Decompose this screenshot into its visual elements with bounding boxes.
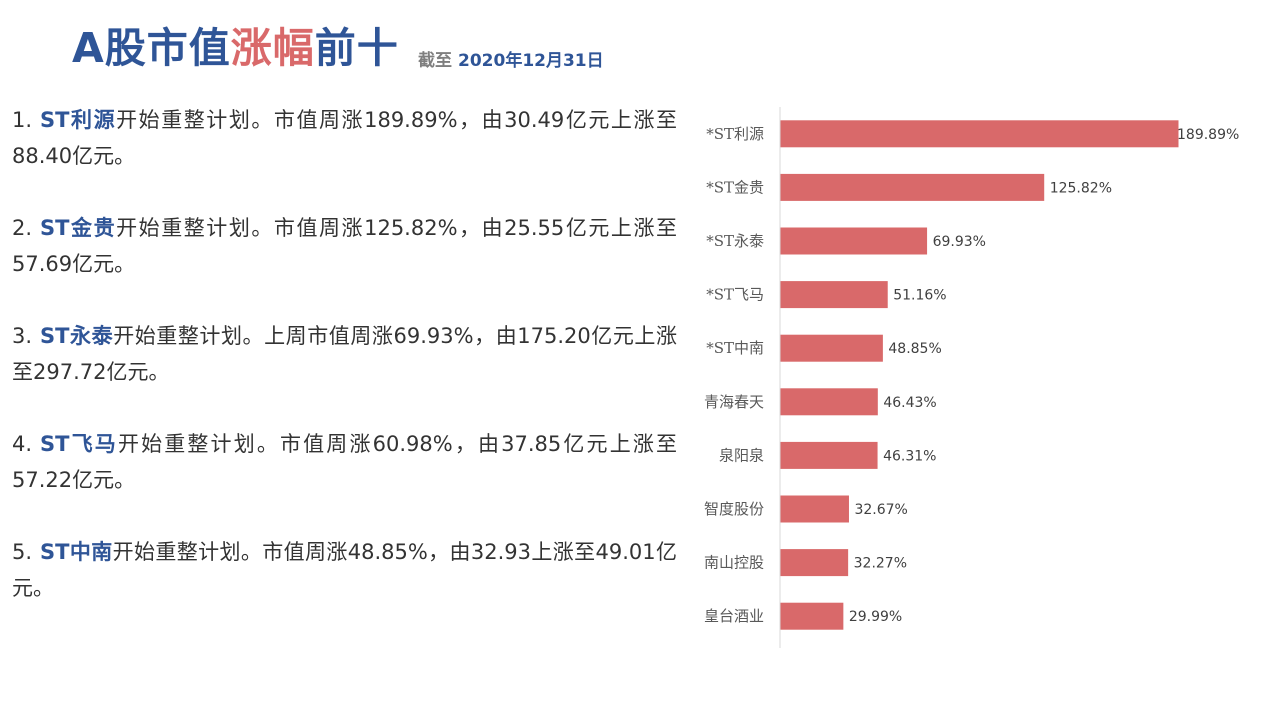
note-number: 1.: [12, 108, 33, 132]
category-label: 泉阳泉: [719, 446, 764, 464]
note-text: 开始重整计划。市值周涨60.98%，由37.85亿元上涨至57.22亿元。: [12, 432, 677, 492]
note-stock-name: ST永泰: [40, 324, 114, 348]
data-label: 125.82%: [1050, 180, 1112, 196]
data-label: 46.43%: [883, 395, 936, 411]
data-label: 189.89%: [1177, 127, 1239, 143]
data-label: 32.67%: [854, 502, 907, 518]
category-label: 智度股份: [704, 500, 764, 518]
data-label: 32.27%: [854, 556, 907, 572]
note-item: 2. ST金贵开始重整计划。市值周涨125.82%，由25.55亿元上涨至57.6…: [12, 210, 677, 282]
data-label: 69.93%: [933, 234, 986, 250]
note-stock-name: ST金贵: [40, 216, 117, 240]
data-label: 29.99%: [849, 609, 902, 625]
note-number: 3.: [12, 324, 33, 348]
bar: [780, 227, 928, 255]
note-text: 开始重整计划。上周市值周涨69.93%，由175.20亿元上涨至297.72亿元…: [12, 324, 677, 384]
bar: [780, 120, 1179, 148]
title-suffix: 前十: [314, 24, 399, 72]
data-label: 48.85%: [888, 341, 941, 357]
bar: [780, 388, 878, 416]
bar: [780, 441, 878, 469]
note-stock-name: ST飞马: [40, 432, 118, 456]
note-number: 5.: [12, 540, 33, 564]
note-number: 2.: [12, 216, 33, 240]
bar: [780, 495, 849, 523]
note-number: 4.: [12, 432, 33, 456]
category-label: *ST飞马: [706, 286, 764, 304]
notes-list: 1. ST利源开始重整计划。市值周涨189.89%，由30.49亿元上涨至88.4…: [12, 102, 677, 642]
bar-chart: *ST利源 189.89% *ST金贵 125.82% *ST永泰 69.93% *ST飞马…: [704, 107, 1239, 648]
note-item: 1. ST利源开始重整计划。市值周涨189.89%，由30.49亿元上涨至88.4…: [12, 102, 677, 174]
note-item: 5. ST中南开始重整计划。市值周涨48.85%，由32.93上涨至49.01亿元…: [12, 534, 677, 606]
bar: [780, 549, 849, 577]
as-of-date: 截至 2020年12月31日: [418, 46, 604, 71]
title-highlight: 涨幅: [230, 24, 315, 72]
page-title: A股市值涨幅前十: [72, 14, 399, 74]
data-label: 46.31%: [883, 448, 936, 464]
note-item: 4. ST飞马开始重整计划。市值周涨60.98%，由37.85亿元上涨至57.22…: [12, 426, 677, 498]
as-of-prefix: 截至: [418, 51, 452, 71]
bar: [780, 334, 883, 362]
bar: [780, 281, 888, 309]
category-label: 青海春天: [704, 393, 764, 411]
note-stock-name: ST中南: [40, 540, 113, 564]
category-label: *ST永泰: [706, 232, 764, 250]
note-stock-name: ST利源: [40, 108, 117, 132]
data-label: 51.16%: [893, 288, 946, 304]
title-prefix: A股市值: [72, 24, 231, 72]
note-text: 开始重整计划。市值周涨125.82%，由25.55亿元上涨至57.69亿元。: [12, 216, 677, 276]
note-text: 开始重整计划。市值周涨189.89%，由30.49亿元上涨至88.40亿元。: [12, 108, 677, 168]
category-label: *ST利源: [706, 125, 764, 143]
category-label: 皇台酒业: [704, 607, 764, 625]
category-label: 南山控股: [704, 554, 764, 572]
bar: [780, 602, 844, 630]
note-text: 开始重整计划。市值周涨48.85%，由32.93上涨至49.01亿元。: [12, 540, 678, 600]
bar: [780, 173, 1045, 201]
category-label: *ST中南: [706, 339, 764, 357]
as-of-date-value: 2020年12月31日: [458, 51, 604, 71]
note-item: 3. ST永泰开始重整计划。上周市值周涨69.93%，由175.20亿元上涨至29…: [12, 318, 677, 390]
category-label: *ST金贵: [706, 178, 764, 196]
